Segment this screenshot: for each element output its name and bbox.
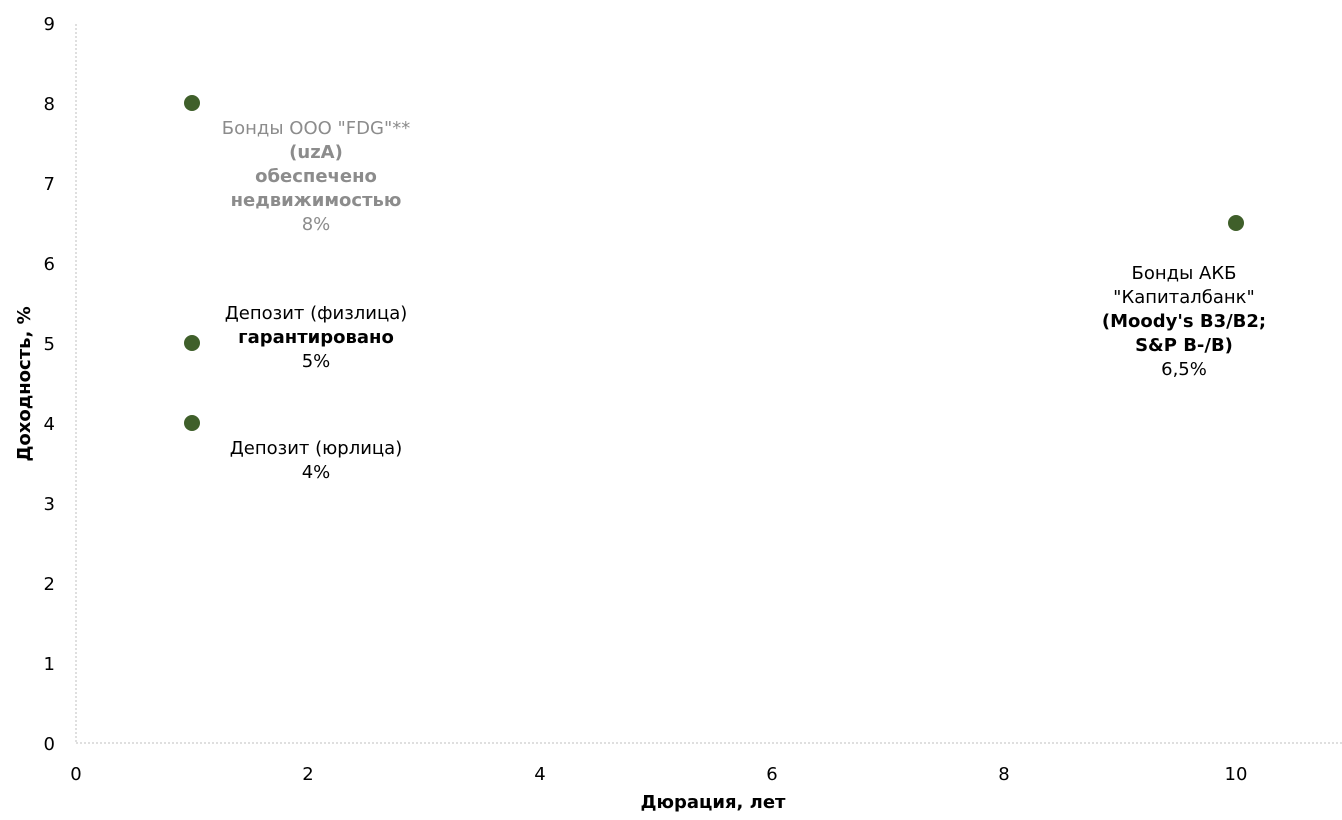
x-tick-label: 0 [70, 764, 81, 785]
y-tick-label: 4 [44, 414, 55, 435]
x-tick-label: 2 [302, 764, 313, 785]
x-tick-label: 4 [534, 764, 545, 785]
data-label: Депозит (юрлица) 4% [230, 438, 403, 483]
y-tick-label: 7 [44, 174, 55, 195]
data-label: Бонды АКБ "Капиталбанк" (Moody's B3/B2; S&P… [1102, 263, 1266, 380]
data-label-line: Бонды ООО "FDG"** [222, 118, 410, 139]
y-tick-label: 2 [44, 574, 55, 595]
data-label-line: гарантировано [238, 327, 394, 348]
y-tick-label: 3 [44, 494, 55, 515]
data-label: Бонды ООО "FDG"** (uzA) обеспечено недвижим… [222, 118, 410, 235]
data-label-line: Депозит (физлица) [225, 303, 408, 324]
y-axis-title: Доходность, % [14, 306, 35, 461]
x-tick-label: 8 [998, 764, 1009, 785]
data-label-line: Бонды АКБ [1132, 263, 1237, 284]
y-tick-label: 6 [44, 254, 55, 275]
data-labels: Бонды ООО "FDG"** (uzA) обеспечено недвижим… [222, 118, 1266, 483]
data-label-line: недвижимостью [231, 190, 402, 211]
data-label-line: 6,5% [1161, 359, 1207, 380]
x-tick-labels: 0 2 4 6 8 10 [70, 764, 1247, 785]
data-label-line: 4% [302, 462, 331, 483]
x-tick-label: 6 [766, 764, 777, 785]
data-label-line: Депозит (юрлица) [230, 438, 403, 459]
data-label-line: S&P B-/B) [1135, 335, 1233, 356]
data-label-line: (Moody's B3/B2; [1102, 311, 1266, 332]
data-label-line: (uzA) [289, 142, 343, 163]
x-tick-label: 10 [1225, 764, 1248, 785]
y-tick-label: 0 [44, 734, 55, 755]
axes [75, 24, 1342, 744]
x-axis-title: Дюрация, лет [640, 792, 786, 813]
y-tick-label: 5 [44, 334, 55, 355]
data-label: Депозит (физлица) гарантировано 5% [225, 303, 408, 372]
data-label-line: "Капиталбанк" [1113, 287, 1255, 308]
data-points [184, 95, 1244, 431]
data-point [184, 95, 200, 111]
data-point [184, 335, 200, 351]
y-tick-label: 1 [44, 654, 55, 675]
y-tick-label: 9 [44, 14, 55, 35]
data-label-line: 5% [302, 351, 331, 372]
y-tick-labels: 0 1 2 3 4 5 6 7 8 9 [44, 14, 55, 755]
data-point [184, 415, 200, 431]
data-label-line: 8% [302, 214, 331, 235]
data-point [1228, 215, 1244, 231]
y-tick-label: 8 [44, 94, 55, 115]
data-label-line: обеспечено [255, 166, 377, 187]
